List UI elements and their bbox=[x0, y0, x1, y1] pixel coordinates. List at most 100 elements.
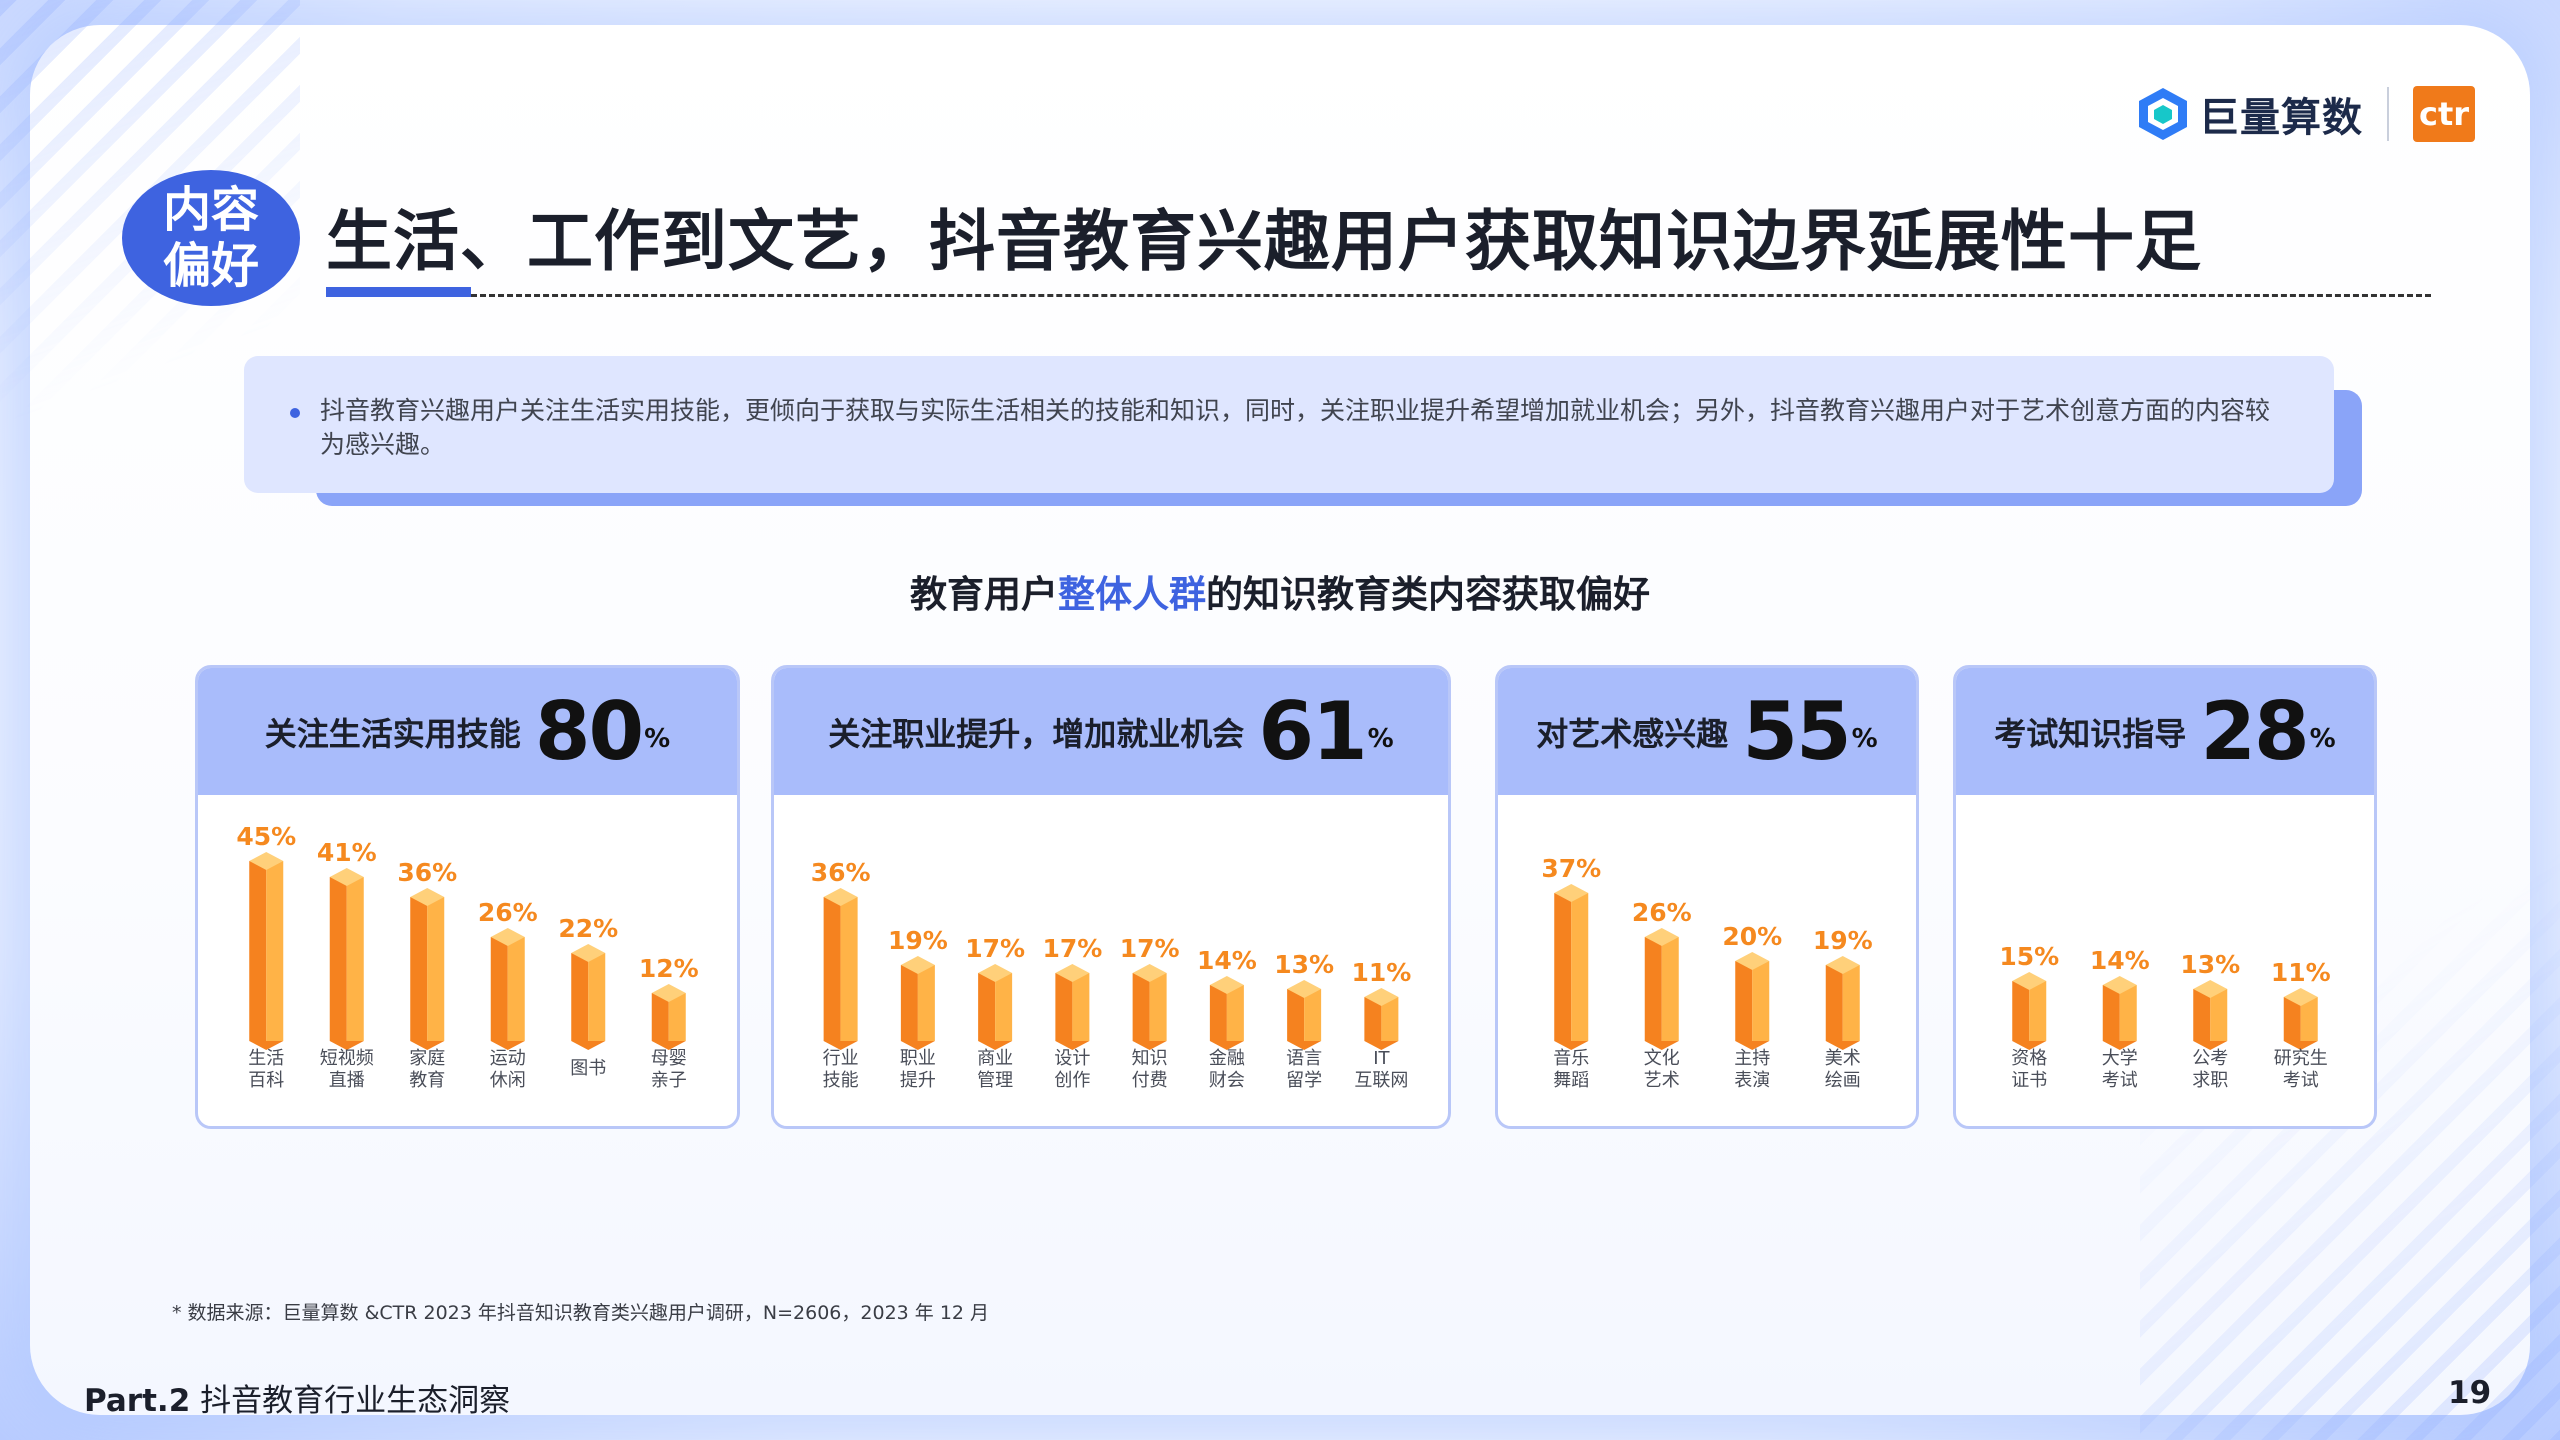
footer-part: Part.2 bbox=[84, 1383, 191, 1419]
panel-header: 考试知识指导 28 % bbox=[1956, 668, 2374, 795]
chart-title: 教育用户整体人群的知识教育类内容获取偏好 bbox=[0, 564, 2560, 618]
bar bbox=[571, 944, 606, 1050]
category-label: 艺术 bbox=[1644, 1070, 1680, 1091]
bar-value-label: 11% bbox=[2271, 958, 2331, 987]
category-label: 家庭 bbox=[409, 1048, 445, 1069]
category-label: 音乐 bbox=[1553, 1048, 1589, 1069]
category-label: 金融 bbox=[1209, 1048, 1245, 1069]
category-label: 美术 bbox=[1825, 1048, 1861, 1069]
panel-header: 关注职业提升，增加就业机会 61 % bbox=[774, 668, 1448, 795]
bar bbox=[1825, 956, 1860, 1050]
category-label: 百科 bbox=[248, 1070, 284, 1091]
category-label: 设计 bbox=[1054, 1048, 1090, 1069]
bar bbox=[410, 888, 445, 1050]
bar-value-label: 19% bbox=[888, 926, 948, 955]
category-label: 教育 bbox=[409, 1070, 445, 1091]
chart-title-pre: 教育用户 bbox=[910, 573, 1058, 616]
panel-headline-unit: % bbox=[2309, 723, 2336, 754]
badge-line-1: 内容 bbox=[162, 182, 259, 238]
panel-header: 对艺术感兴趣 55 % bbox=[1498, 668, 1916, 795]
brand-logos: 巨量算数 ctr bbox=[2135, 82, 2475, 146]
bar bbox=[2102, 976, 2137, 1050]
bar bbox=[978, 964, 1013, 1050]
bar-value-label: 17% bbox=[1120, 934, 1180, 963]
category-label: 证书 bbox=[2011, 1070, 2047, 1091]
category-label: 付费 bbox=[1132, 1070, 1168, 1091]
chart-panel-exams: 考试知识指导 28 % 15% 资格 证书 14% 大学 考试 13% 公考 求职 11% 研究生考… bbox=[1953, 665, 2377, 1129]
bar bbox=[823, 888, 858, 1050]
category-label: 考试 bbox=[2283, 1070, 2319, 1091]
bar bbox=[1287, 980, 1322, 1050]
panel-title: 关注职业提升，增加就业机会 bbox=[828, 714, 1245, 753]
bar bbox=[2193, 980, 2228, 1050]
juliang-logo-icon bbox=[2139, 88, 2187, 140]
category-label: 大学 bbox=[2102, 1048, 2138, 1069]
bar bbox=[249, 852, 284, 1050]
summary-note bbox=[244, 356, 2334, 493]
chart-panel-career: 关注职业提升，增加就业机会 61 % 36% 行业 技能 19% 职业 提升 17% 商业 管理… bbox=[771, 665, 1451, 1129]
bar-value-label: 13% bbox=[2180, 950, 2240, 979]
category-label: 管理 bbox=[977, 1070, 1013, 1091]
category-label: 母婴 bbox=[651, 1048, 687, 1069]
category-label: 表演 bbox=[1734, 1070, 1770, 1091]
bar-value-label: 14% bbox=[2090, 946, 2150, 975]
category-label: 互联网 bbox=[1354, 1070, 1408, 1091]
bar-value-label: 36% bbox=[397, 858, 457, 887]
bar bbox=[900, 956, 935, 1050]
bar-value-label: 11% bbox=[1351, 958, 1411, 987]
page-title: 生活、工作到文艺，抖音教育兴趣用户获取知识边界延展性十足 bbox=[326, 203, 2202, 280]
bar bbox=[1209, 976, 1244, 1050]
bar bbox=[329, 868, 364, 1050]
category-label: 短视频 bbox=[320, 1048, 374, 1069]
category-label: 商业 bbox=[977, 1048, 1013, 1069]
bar bbox=[1132, 964, 1167, 1050]
category-label: 知识 bbox=[1132, 1048, 1168, 1069]
category-label: 资格 bbox=[2011, 1048, 2047, 1069]
bar-value-label: 26% bbox=[478, 898, 538, 927]
bar-value-label: 45% bbox=[236, 822, 296, 851]
category-label: 行业 bbox=[823, 1048, 859, 1069]
bar-value-label: 12% bbox=[639, 954, 699, 983]
footer-section-title: 抖音教育行业生态洞察 bbox=[200, 1383, 511, 1419]
bar-value-label: 15% bbox=[1999, 942, 2059, 971]
bar-value-label: 19% bbox=[1813, 926, 1873, 955]
badge-line-2: 偏好 bbox=[162, 238, 259, 294]
juliang-logo-text: 巨量算数 bbox=[2199, 95, 2363, 141]
category-label: 职业 bbox=[900, 1048, 936, 1069]
bar bbox=[2012, 972, 2047, 1050]
ctr-logo-text: ctr bbox=[2418, 95, 2470, 133]
bar bbox=[1554, 884, 1589, 1050]
page-number: 19 bbox=[2448, 1375, 2492, 1411]
category-label: 创作 bbox=[1054, 1070, 1090, 1091]
bar-value-label: 36% bbox=[811, 858, 871, 887]
bar-value-label: 17% bbox=[965, 934, 1025, 963]
category-label: 文化 bbox=[1644, 1048, 1680, 1069]
panel-title: 对艺术感兴趣 bbox=[1536, 714, 1729, 753]
bar bbox=[2283, 988, 2318, 1050]
category-label: IT bbox=[1373, 1048, 1390, 1069]
bar-value-label: 26% bbox=[1632, 898, 1692, 927]
title-dashed-rule bbox=[471, 294, 2431, 297]
panel-headline-value: 28 bbox=[2200, 685, 2309, 778]
chart-title-post: 的知识教育类内容获取偏好 bbox=[1206, 573, 1650, 616]
panel-headline-value: 61 bbox=[1258, 685, 1367, 778]
category-label: 技能 bbox=[823, 1070, 859, 1091]
category-label: 舞蹈 bbox=[1553, 1070, 1589, 1091]
panel-header: 关注生活实用技能 80 % bbox=[198, 668, 737, 795]
chart-title-highlight: 整体人群 bbox=[1058, 573, 1206, 616]
ctr-logo: ctr bbox=[2413, 86, 2475, 142]
data-source-note: * 数据来源：巨量算数 &CTR 2023 年抖音知识教育类兴趣用户调研，N=2… bbox=[172, 1302, 990, 1324]
bar bbox=[1055, 964, 1090, 1050]
panel-headline-unit: % bbox=[1851, 723, 1878, 754]
category-label: 运动 bbox=[490, 1048, 526, 1069]
footer-section: Part.2 抖音教育行业生态洞察 bbox=[84, 1375, 510, 1420]
category-label: 主持 bbox=[1734, 1048, 1770, 1069]
bar-value-label: 37% bbox=[1541, 854, 1601, 883]
category-label: 提升 bbox=[900, 1070, 936, 1091]
category-label: 语言 bbox=[1286, 1048, 1322, 1069]
panel-headline-value: 55 bbox=[1742, 685, 1851, 778]
category-label: 财会 bbox=[1209, 1070, 1245, 1091]
category-label: 留学 bbox=[1286, 1070, 1322, 1091]
category-label: 直播 bbox=[329, 1070, 365, 1091]
